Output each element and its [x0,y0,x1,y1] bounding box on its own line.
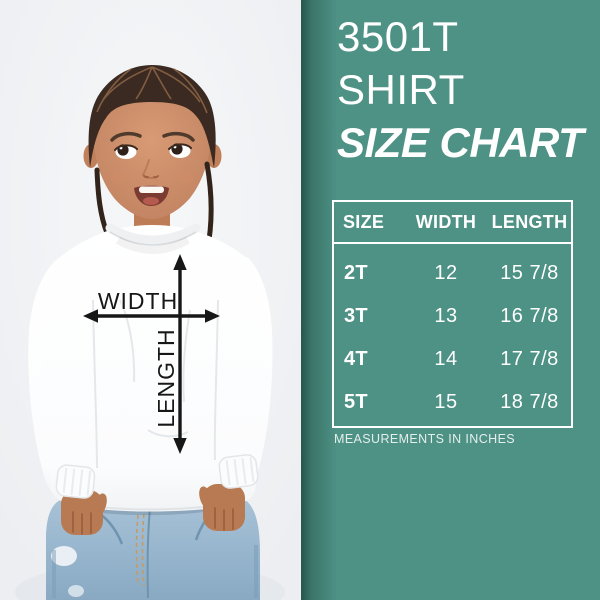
length-value: 17 7/8 [500,348,559,370]
white-shirt [28,223,273,516]
title-line-style: 3501T [337,13,459,60]
toddler-figure [83,65,222,272]
size-table: SIZE WIDTH LENGTH 2T 12 15 7/8 3T 13 16 … [332,200,573,428]
table-row-3t: 3T 13 16 7/8 [334,295,571,338]
column-header-size: SIZE [343,211,385,232]
length-value: 16 7/8 [500,305,559,327]
width-value: 14 [434,348,458,370]
hands [61,484,245,535]
width-label: WIDTH [98,288,178,314]
size-table-body: 2T 12 15 7/8 3T 13 16 7/8 4T 14 17 7/8 5… [334,244,571,424]
braid-lines [96,66,208,114]
toddler-photo-panel: WIDTH LENGTH [0,0,301,600]
page-title: 3501T SHIRT SIZE CHART [337,10,584,169]
size-value: 5T [344,391,368,413]
width-value: 13 [434,305,458,327]
width-value: 12 [434,262,458,284]
title-line-shirt: SHIRT [337,66,465,113]
measurement-arrows: WIDTH LENGTH [83,254,220,454]
width-value: 15 [434,391,458,413]
length-value: 15 7/8 [500,262,559,284]
length-value: 18 7/8 [500,391,559,413]
sleeve-cuffs [55,454,259,499]
table-row-5t: 5T 15 18 7/8 [334,381,571,424]
length-label: LENGTH [153,328,179,427]
column-header-width: WIDTH [415,211,477,232]
size-value: 2T [344,262,368,284]
size-value: 4T [344,348,368,370]
size-value: 3T [344,305,368,327]
table-row-2t: 2T 12 15 7/8 [334,252,571,295]
size-table-header: SIZE WIDTH LENGTH [334,202,571,244]
title-line-size-chart: SIZE CHART [337,119,584,166]
measurements-note: MEASUREMENTS IN INCHES [334,432,516,446]
toddler-shirt-illustration: WIDTH LENGTH [0,0,301,600]
length-arrow [173,254,187,454]
width-arrow [83,309,220,323]
size-chart-panel: 3501T SHIRT SIZE CHART SIZE WIDTH LENGTH… [301,0,600,600]
column-header-length: LENGTH [491,211,568,232]
table-row-4t: 4T 14 17 7/8 [334,338,571,381]
